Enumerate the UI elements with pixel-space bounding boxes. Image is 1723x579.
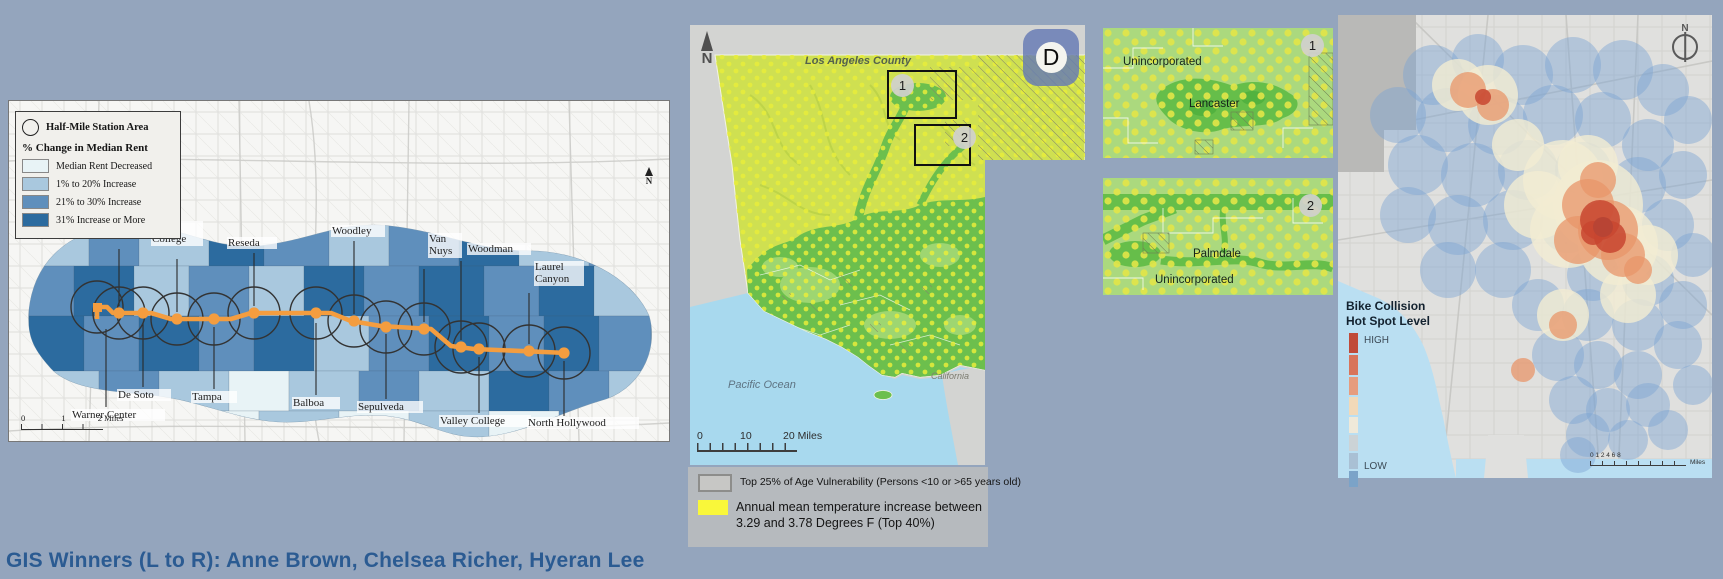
legend-title: % Change in Median Rent xyxy=(22,142,148,154)
low-label: LOW xyxy=(1364,461,1387,472)
north-compass-icon: N xyxy=(1672,23,1698,60)
collision-color-ramp xyxy=(1349,333,1358,489)
station-label-warner-center: Warner Center xyxy=(71,409,165,422)
map-d-badge: D xyxy=(1023,29,1079,86)
station-leader-lines xyxy=(105,241,565,416)
inset1-dots xyxy=(1103,28,1333,158)
county-map-canvas xyxy=(690,25,1085,465)
legend-item: 1% to 20% Increase xyxy=(22,177,174,191)
station-label-north-hollywood: North Hollywood xyxy=(527,417,639,430)
palmdale-label: Palmdale xyxy=(1193,248,1241,260)
line-terminus-square xyxy=(93,303,102,312)
county-title-label: Los Angeles County xyxy=(805,55,911,67)
legend-swatch xyxy=(22,177,49,191)
ocean xyxy=(1338,281,1712,478)
d-badge-letter: D xyxy=(1035,42,1067,73)
county-map-panel: Los Angeles County Pacific Ocean Califor… xyxy=(690,25,1085,465)
unincorporated-label: Unincorporated xyxy=(1155,274,1234,286)
temperature-label: Annual mean temperature increase between… xyxy=(736,500,982,530)
collision-map-panel: Bike Collision Hot Spot Level HIGH LOW N… xyxy=(1338,15,1712,487)
inset-marker-1: 1 xyxy=(891,74,914,97)
hotspot-cool-blobs xyxy=(1370,34,1712,473)
island xyxy=(873,390,893,400)
inset-1-lancaster: Unincorporated Lancaster 1 xyxy=(1103,28,1333,158)
rent-map-legend: Half-Mile Station Area % Change in Media… xyxy=(15,111,181,239)
lancaster-label: Lancaster xyxy=(1189,98,1240,110)
station-label-woodman: Woodman xyxy=(467,243,531,256)
inset2-number-badge: 2 xyxy=(1299,194,1322,217)
orange-line xyxy=(93,303,570,359)
legend-item: Median Rent Decreased xyxy=(22,159,174,173)
out-of-area-block xyxy=(1338,130,1384,172)
vulnerability-swatch xyxy=(698,474,732,492)
vulnerability-label: Top 25% of Age Vulnerability (Persons <1… xyxy=(740,476,1021,488)
inset-marker-2: 2 xyxy=(953,126,976,149)
inset2-boundaries xyxy=(1103,198,1323,290)
station-label-tampa: Tampa xyxy=(191,391,237,404)
station-label-van-nuys: Van Nuys xyxy=(428,233,462,258)
collision-scale-bar: 0 1 2 4 6 8 Miles xyxy=(1590,452,1706,466)
temperature-swatch xyxy=(698,500,728,515)
station-label-valley-college: Valley College xyxy=(439,415,531,428)
inset2-canvas xyxy=(1103,178,1333,295)
legend-swatch xyxy=(22,159,49,173)
out-of-area-block xyxy=(1338,15,1416,130)
california-label: California xyxy=(931,371,970,381)
station-label-balboa: Balboa xyxy=(292,397,340,410)
legend-swatch xyxy=(22,213,49,227)
legend-swatch xyxy=(22,195,49,209)
county-map-legend: Top 25% of Age Vulnerability (Persons <1… xyxy=(688,467,1021,547)
inset1-boundaries xyxy=(1103,28,1313,148)
station-label-woodley: Woodley xyxy=(331,225,385,238)
pacific-ocean-label: Pacific Ocean xyxy=(728,379,796,391)
rent-map-scale-bar: 0 1 2 Miles xyxy=(21,413,131,430)
north-arrow-icon: N xyxy=(641,167,657,186)
hotspot-red-core xyxy=(1475,89,1626,253)
panel-cutout xyxy=(985,160,1085,465)
station-label-de-soto: De Soto xyxy=(117,389,171,402)
inset-2-palmdale: Palmdale Unincorporated 2 xyxy=(1103,178,1333,295)
adjacent-county-land xyxy=(942,368,985,465)
rent-map-panel: Canoga Pierce College Reseda Woodley Van… xyxy=(8,100,670,442)
county-scale-bar: 0 10 20 Miles xyxy=(697,430,827,452)
inset1-number-badge: 1 xyxy=(1301,34,1324,57)
inset2-dots xyxy=(1103,178,1333,295)
collision-map-canvas xyxy=(1338,15,1712,478)
inset1-canvas xyxy=(1103,28,1333,158)
legend-station-label: Half-Mile Station Area xyxy=(46,122,149,133)
high-label: HIGH xyxy=(1364,335,1389,346)
station-label-sepulveda: Sepulveda xyxy=(357,401,423,414)
collision-legend-title: Bike Collision Hot Spot Level xyxy=(1346,299,1431,328)
legend-item: 31% Increase or More xyxy=(22,213,174,227)
station-dots xyxy=(113,307,570,359)
north-arrow-icon: N xyxy=(698,31,716,66)
legend-item: 21% to 30% Increase xyxy=(22,195,174,209)
unincorporated-label: Unincorporated xyxy=(1123,56,1202,68)
inset2-hatch xyxy=(1142,232,1170,254)
station-label-reseda: Reseda xyxy=(227,237,277,250)
station-label-laurel-canyon: Laurel Canyon xyxy=(534,261,584,286)
rent-map-canvas xyxy=(9,101,669,441)
half-mile-circle-icon xyxy=(22,119,39,136)
poster-caption: GIS Winners (L to R): Anne Brown, Chelse… xyxy=(6,549,645,572)
